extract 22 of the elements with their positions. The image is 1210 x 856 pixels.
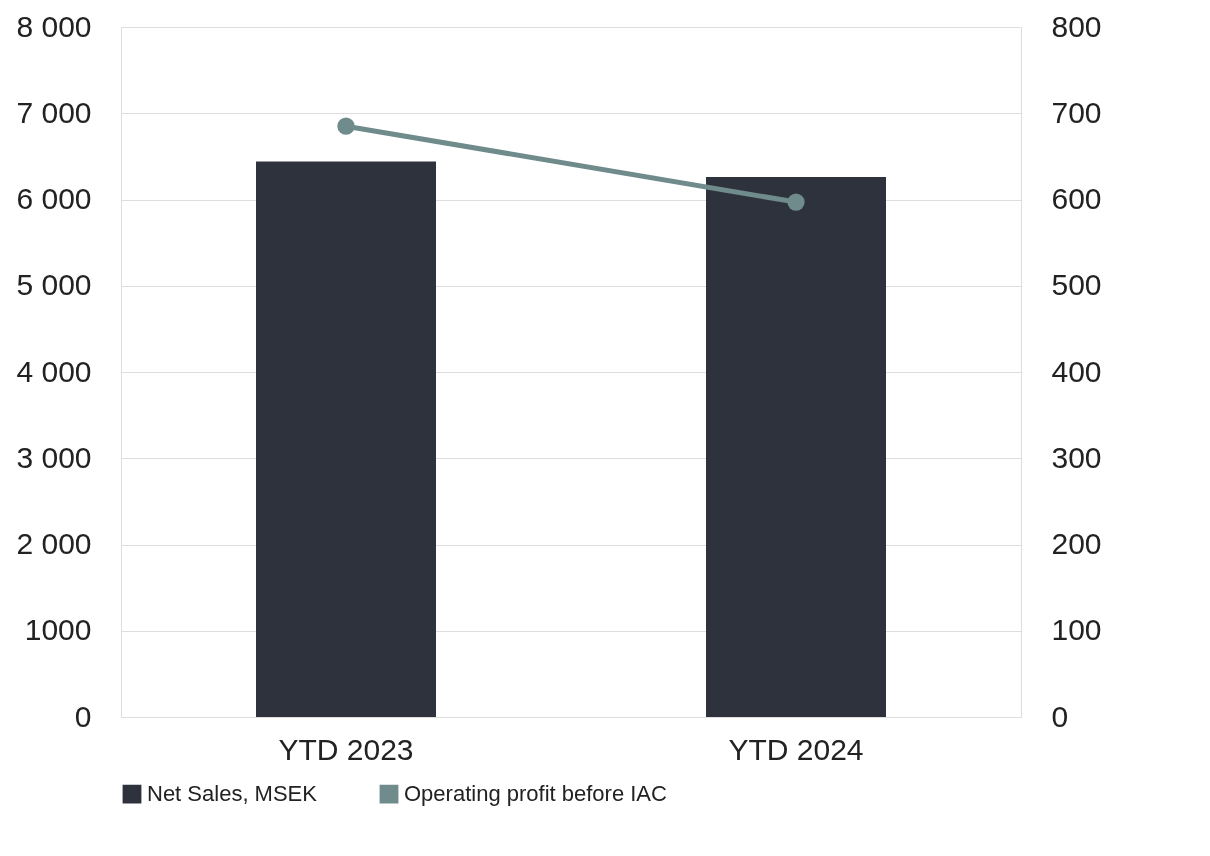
y2-tick-label: 100	[1051, 613, 1102, 647]
y2-tick-label: 300	[1051, 440, 1102, 474]
y-tick-label: 4 000	[16, 354, 92, 388]
x-tick-label: YTD 2024	[728, 732, 864, 766]
y2-tick-label: 600	[1051, 182, 1102, 215]
y-tick-label: 2 000	[16, 527, 92, 560]
y-tick-label: 7 000	[16, 95, 92, 129]
y-tick-label: 8 000	[16, 9, 92, 43]
y2-tick-label: 800	[1051, 9, 1102, 43]
legend-label: Operating profit before IAC	[404, 781, 668, 807]
y2-tick-label: 500	[1051, 268, 1102, 302]
y2-tick-label: 0	[1051, 699, 1069, 733]
y2-tick-label: 200	[1051, 527, 1102, 560]
y-tick-label: 5 000	[16, 268, 92, 302]
y-tick-label: 1000	[24, 613, 92, 647]
x-tick-label: YTD 2023	[278, 732, 414, 766]
y-tick-label: 0	[74, 699, 92, 733]
y-tick-label: 3 000	[16, 440, 92, 474]
y-tick-label: 6 000	[16, 182, 92, 215]
y2-tick-label: 400	[1051, 354, 1102, 388]
legend-label: Net Sales, MSEK	[147, 781, 318, 807]
y2-tick-label: 700	[1051, 95, 1102, 129]
